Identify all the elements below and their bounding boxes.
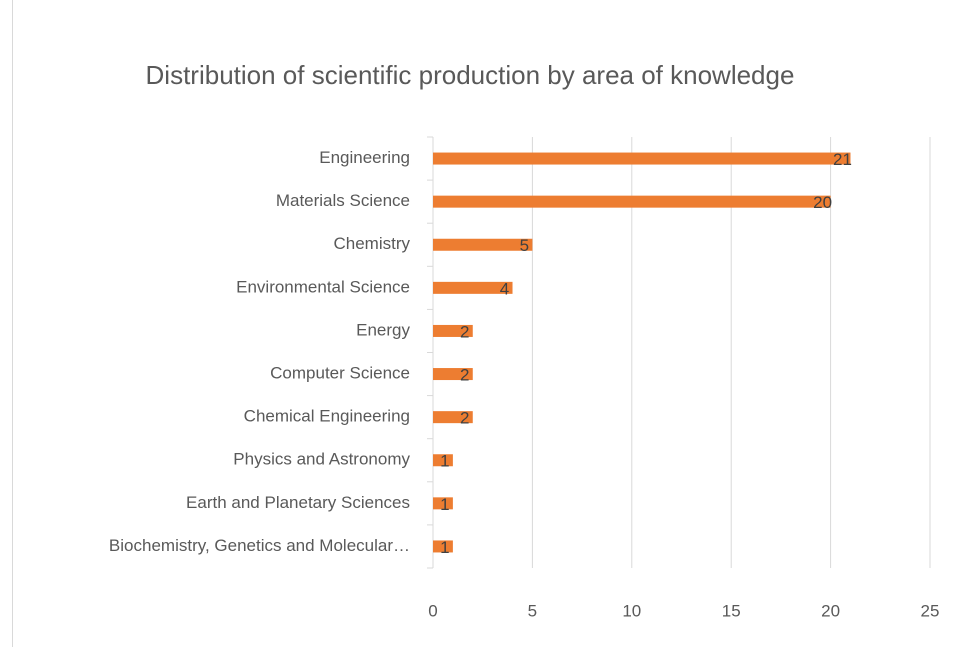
data-label: 21 — [833, 150, 852, 169]
bar — [433, 411, 473, 424]
x-tick-label: 15 — [722, 601, 741, 620]
x-tick-label: 0 — [428, 601, 437, 620]
y-tick-label: Computer Science — [270, 364, 410, 383]
bar — [433, 238, 533, 251]
bar — [433, 152, 851, 165]
data-label: 4 — [500, 279, 509, 298]
chart-border — [12, 0, 13, 647]
x-tick-label: 5 — [528, 601, 537, 620]
data-label: 2 — [460, 322, 469, 341]
bar — [433, 324, 473, 337]
y-tick-label: Physics and Astronomy — [233, 450, 410, 469]
y-tick-label: Chemistry — [333, 234, 410, 253]
chart-title: Distribution of scientific production by… — [145, 60, 795, 90]
data-label: 2 — [460, 366, 469, 385]
y-tick-label: Biochemistry, Genetics and Molecular… — [109, 536, 410, 555]
bar — [433, 195, 831, 208]
y-tick-label: Chemical Engineering — [244, 407, 410, 426]
y-tick-label: Materials Science — [276, 191, 410, 210]
y-tick-label: Energy — [356, 320, 410, 339]
y-tick-label: Engineering — [319, 148, 410, 167]
data-label: 1 — [440, 495, 449, 514]
data-label: 1 — [440, 452, 449, 471]
bar — [433, 281, 513, 294]
data-label: 20 — [813, 193, 832, 212]
data-label: 1 — [440, 538, 449, 557]
x-tick-label: 20 — [821, 601, 840, 620]
bar — [433, 540, 453, 553]
x-tick-label: 25 — [921, 601, 940, 620]
y-tick-label: Environmental Science — [236, 277, 410, 296]
data-label: 5 — [520, 236, 529, 255]
y-tick-label: Earth and Planetary Sciences — [186, 493, 410, 512]
bar — [433, 497, 453, 510]
x-tick-label: 10 — [622, 601, 641, 620]
bar — [433, 454, 453, 467]
bar — [433, 368, 473, 381]
data-label: 2 — [460, 409, 469, 428]
